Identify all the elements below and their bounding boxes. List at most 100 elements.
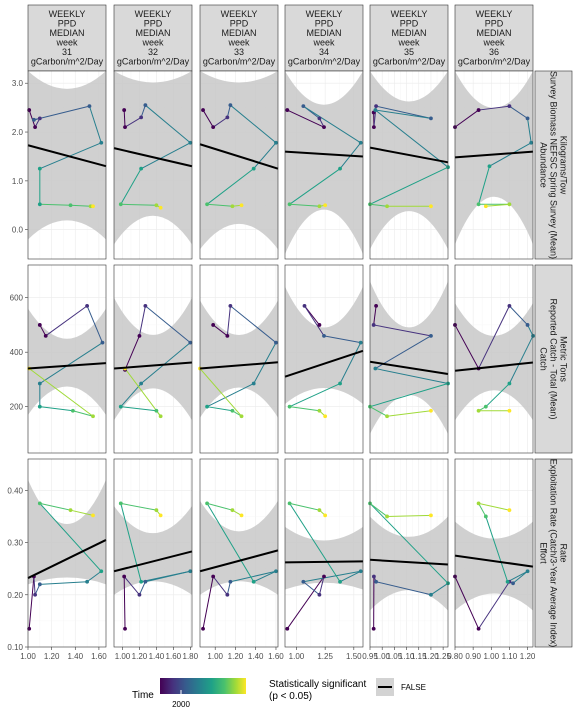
time-path-segment bbox=[70, 204, 91, 207]
data-point bbox=[322, 333, 326, 338]
time-path-segment bbox=[39, 342, 103, 384]
time-path-segment bbox=[230, 104, 277, 144]
time-legend-title: Time bbox=[132, 690, 154, 701]
x-tick-label: 1.50 bbox=[346, 652, 362, 661]
time-path-segment bbox=[206, 502, 233, 511]
regression-line bbox=[27, 362, 107, 370]
confidence-band bbox=[370, 71, 448, 250]
y-tick-label: 2.0 bbox=[12, 128, 24, 137]
panel-border bbox=[27, 264, 107, 454]
time-path-segment bbox=[289, 502, 320, 511]
panel-border bbox=[284, 70, 364, 260]
column-strip-6 bbox=[454, 4, 534, 72]
regression-line bbox=[113, 361, 193, 370]
time-path-segment bbox=[323, 335, 361, 344]
time-path-segment bbox=[454, 576, 480, 629]
data-point bbox=[385, 514, 389, 519]
y-tick-label: 600 bbox=[10, 294, 24, 303]
panel-border bbox=[284, 458, 364, 648]
data-point bbox=[205, 404, 209, 409]
time-path-segment bbox=[375, 105, 432, 119]
data-point bbox=[507, 303, 512, 308]
panel-r2-c6 bbox=[453, 264, 535, 454]
panel-border bbox=[27, 70, 107, 260]
column-strip-label: PPD bbox=[144, 19, 163, 29]
regression-line bbox=[284, 349, 364, 378]
x-tick-label: 1.20 bbox=[423, 652, 439, 661]
row-strip-3 bbox=[534, 458, 573, 648]
confidence-band bbox=[285, 526, 363, 590]
column-strip-4 bbox=[284, 4, 364, 72]
data-point bbox=[476, 626, 481, 631]
time-path-segment bbox=[369, 503, 449, 584]
data-point bbox=[323, 414, 328, 419]
time-path-segment bbox=[375, 368, 449, 385]
y-tick-label: 0.0 bbox=[12, 226, 24, 235]
data-point bbox=[228, 579, 233, 584]
x-tick-label: 1.00 bbox=[374, 652, 390, 661]
column-strip-label: 32 bbox=[148, 47, 158, 57]
time-path-segment bbox=[230, 305, 277, 344]
panel-r2-c4 bbox=[284, 264, 364, 454]
panel-r3-c2 bbox=[113, 458, 193, 648]
data-point bbox=[143, 303, 148, 308]
x-tick-label: 1.40 bbox=[149, 652, 165, 661]
data-point bbox=[322, 125, 326, 130]
time-path-segment bbox=[303, 105, 361, 144]
data-point bbox=[507, 508, 512, 513]
data-point bbox=[371, 626, 376, 631]
data-point bbox=[137, 333, 142, 338]
column-strip-label: MEDIAN bbox=[221, 28, 256, 38]
data-point bbox=[205, 202, 209, 207]
time-path-segment bbox=[373, 305, 377, 326]
data-point bbox=[143, 579, 148, 584]
time-path-segment bbox=[253, 570, 277, 583]
data-point bbox=[239, 203, 244, 208]
regression-line bbox=[284, 150, 364, 158]
data-point bbox=[317, 116, 322, 121]
data-point bbox=[429, 116, 433, 121]
time-path-segment bbox=[120, 503, 142, 582]
data-point bbox=[385, 414, 389, 419]
time-path-segment bbox=[39, 406, 73, 412]
time-path-segment bbox=[289, 168, 341, 205]
time-path-segment bbox=[123, 110, 126, 128]
panel-r1-c5 bbox=[368, 70, 450, 260]
data-point bbox=[99, 140, 104, 145]
confidence-band bbox=[455, 303, 533, 421]
data-point bbox=[201, 108, 205, 112]
y-tick-label: 0.10 bbox=[7, 643, 23, 652]
x-tick-label: 1.20 bbox=[132, 652, 148, 661]
time-path-segment bbox=[206, 168, 254, 205]
data-point bbox=[323, 203, 328, 208]
data-point bbox=[317, 408, 322, 413]
data-point bbox=[285, 626, 290, 631]
confidence-band bbox=[285, 286, 363, 404]
x-tick-label: 0.90 bbox=[465, 652, 481, 661]
data-point bbox=[287, 501, 292, 506]
time-path-segment bbox=[287, 109, 325, 128]
data-point bbox=[476, 202, 481, 207]
panel-border bbox=[369, 458, 449, 648]
time-path-segment bbox=[369, 502, 388, 517]
time-path-segment bbox=[226, 105, 231, 118]
confidence-band bbox=[370, 281, 448, 434]
time-path-segment bbox=[454, 324, 480, 369]
x-tick-label: 0.80 bbox=[447, 652, 463, 661]
column-strip-label: MEDIAN bbox=[49, 28, 84, 38]
time-path-segment bbox=[373, 324, 432, 337]
time-path-segment bbox=[123, 576, 126, 629]
time-path-segment bbox=[339, 342, 362, 384]
panel-r3-c3 bbox=[199, 458, 279, 648]
panel-r1-c1 bbox=[27, 70, 107, 260]
data-point bbox=[228, 303, 233, 308]
data-point bbox=[373, 108, 378, 112]
column-strip-label: MEDIAN bbox=[306, 28, 341, 38]
time-path-segment bbox=[39, 203, 71, 206]
time-path-segment bbox=[369, 383, 449, 408]
time-path-segment bbox=[145, 305, 191, 344]
data-point bbox=[37, 404, 42, 409]
regression-line bbox=[113, 147, 193, 168]
data-point bbox=[505, 579, 510, 584]
column-strip-label: MEDIAN bbox=[391, 28, 426, 38]
